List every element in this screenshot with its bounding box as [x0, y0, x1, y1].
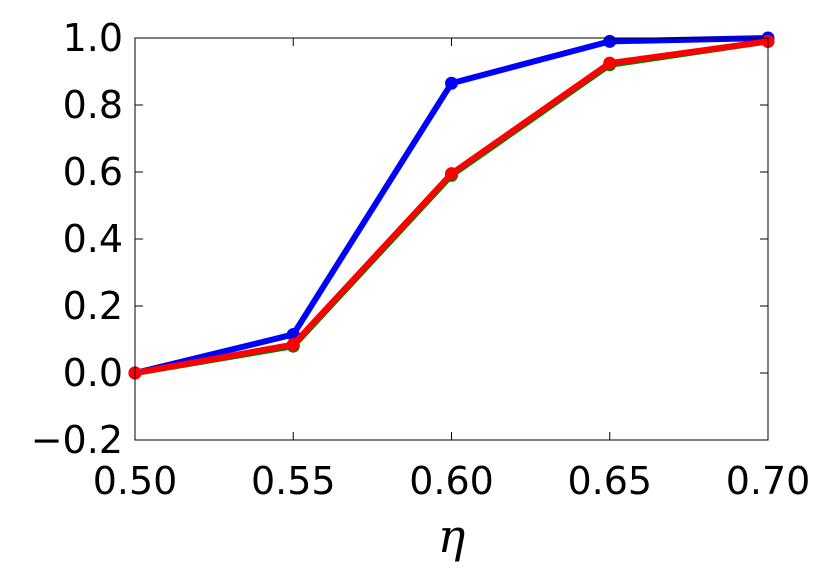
x-tick-label: 0.50: [93, 459, 178, 503]
y-tick-label: 0.4: [63, 217, 123, 261]
data-point: [603, 34, 617, 48]
y-tick-label: −0.2: [31, 418, 123, 462]
x-tick-label: 0.65: [567, 459, 652, 503]
data-point: [286, 338, 300, 352]
x-tick-label: 0.60: [409, 459, 494, 503]
y-tick-label: 1.0: [63, 16, 123, 60]
y-tick-label: 0.2: [63, 284, 123, 328]
x-axis-label: η: [438, 509, 466, 563]
frame-layer: [134, 37, 769, 441]
series-layer: [128, 31, 775, 380]
axes-layer: [134, 37, 769, 441]
data-point: [603, 56, 617, 70]
plot-frame: [134, 37, 769, 441]
series-line: [132, 38, 771, 376]
data-point: [445, 167, 458, 181]
labels-layer: 0.50 0.55 0.60 0.65 0.70 −0.2 0.0 0.2 0.4 0.6 0.8 1…: [31, 16, 811, 563]
x-tick-label: 0.55: [251, 459, 336, 503]
data-point: [445, 76, 458, 90]
x-tick-label: 0.70: [726, 459, 811, 503]
y-tick-label: 0.0: [63, 351, 123, 395]
series-line: [132, 38, 771, 376]
y-tick-label: 0.8: [63, 83, 123, 127]
y-tick-label: 0.6: [63, 150, 123, 194]
